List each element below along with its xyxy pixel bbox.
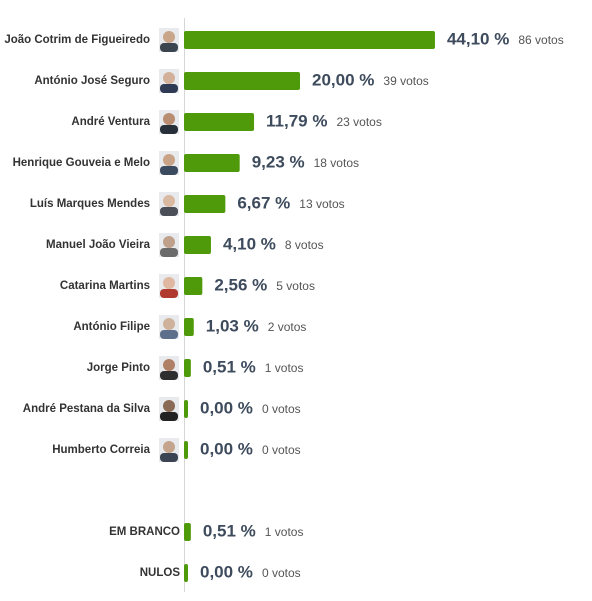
avatar-body bbox=[160, 289, 178, 298]
candidate-name: Henrique Gouveia e Melo bbox=[13, 157, 150, 169]
avatar-head bbox=[163, 236, 175, 248]
avatar-head bbox=[163, 72, 175, 84]
value-label: 0,51 % bbox=[203, 357, 256, 376]
candidate-name: André Ventura bbox=[71, 116, 150, 128]
bar bbox=[184, 154, 240, 172]
votes-label: 39 votos bbox=[383, 74, 428, 88]
avatar-body bbox=[160, 453, 178, 462]
candidate-name: André Pestana da Silva bbox=[23, 403, 151, 415]
avatar-head bbox=[163, 31, 175, 43]
avatar-head bbox=[163, 318, 175, 330]
bar bbox=[184, 400, 188, 418]
votes-label: 0 votos bbox=[262, 566, 301, 580]
avatar-head bbox=[163, 154, 175, 166]
avatar-body bbox=[160, 371, 178, 380]
avatar-body bbox=[160, 330, 178, 339]
value-label: 2,56 % bbox=[214, 275, 267, 294]
avatar-body bbox=[160, 248, 178, 257]
bar bbox=[184, 523, 191, 541]
candidate-name: Humberto Correia bbox=[52, 444, 150, 456]
avatar-body bbox=[160, 166, 178, 175]
value-label: 20,00 % bbox=[312, 70, 374, 89]
votes-label: 2 votos bbox=[268, 320, 307, 334]
candidate-name: Jorge Pinto bbox=[87, 362, 150, 374]
votes-label: 86 votos bbox=[518, 33, 563, 47]
value-label: 0,00 % bbox=[200, 439, 253, 458]
votes-label: 0 votos bbox=[262, 443, 301, 457]
votes-label: 13 votos bbox=[299, 197, 344, 211]
value-label: 0,00 % bbox=[200, 398, 253, 417]
bar bbox=[184, 113, 255, 131]
bar bbox=[184, 318, 194, 336]
value-label: 44,10 % bbox=[447, 29, 509, 48]
avatar-body bbox=[160, 84, 178, 93]
value-label: 9,23 % bbox=[252, 152, 305, 171]
votes-label: 5 votos bbox=[276, 279, 315, 293]
avatar-head bbox=[163, 195, 175, 207]
avatar-body bbox=[160, 125, 178, 134]
candidate-name: EM BRANCO bbox=[109, 526, 180, 538]
votes-label: 0 votos bbox=[262, 402, 301, 416]
bar bbox=[184, 564, 188, 582]
votes-label: 1 votos bbox=[265, 525, 304, 539]
value-label: 6,67 % bbox=[237, 193, 290, 212]
avatar-body bbox=[160, 412, 178, 421]
candidate-name: NULOS bbox=[140, 567, 181, 579]
bar bbox=[184, 195, 226, 213]
votes-label: 23 votos bbox=[336, 115, 381, 129]
avatar-head bbox=[163, 113, 175, 125]
bar bbox=[184, 277, 203, 295]
avatar-head bbox=[163, 441, 175, 453]
value-label: 0,00 % bbox=[200, 562, 253, 581]
votes-label: 1 votos bbox=[265, 361, 304, 375]
bar bbox=[184, 72, 300, 90]
candidate-name: António Filipe bbox=[73, 321, 150, 333]
value-label: 0,51 % bbox=[203, 521, 256, 540]
bar bbox=[184, 236, 211, 254]
value-label: 1,03 % bbox=[206, 316, 259, 335]
value-label: 11,79 % bbox=[266, 111, 327, 130]
votes-label: 8 votos bbox=[285, 238, 324, 252]
avatar-head bbox=[163, 359, 175, 371]
avatar-head bbox=[163, 277, 175, 289]
bar bbox=[184, 441, 188, 459]
candidate-name: Catarina Martins bbox=[60, 280, 150, 292]
bar bbox=[184, 359, 191, 377]
votes-label: 18 votos bbox=[314, 156, 359, 170]
candidate-name: João Cotrim de Figueiredo bbox=[4, 34, 150, 46]
avatar-body bbox=[160, 43, 178, 52]
candidate-name: António José Seguro bbox=[34, 75, 150, 87]
candidate-name: Manuel João Vieira bbox=[46, 239, 151, 251]
bar bbox=[184, 31, 435, 49]
avatar-head bbox=[163, 400, 175, 412]
candidate-name: Luís Marques Mendes bbox=[30, 198, 150, 210]
value-label: 4,10 % bbox=[223, 234, 276, 253]
avatar-body bbox=[160, 207, 178, 216]
